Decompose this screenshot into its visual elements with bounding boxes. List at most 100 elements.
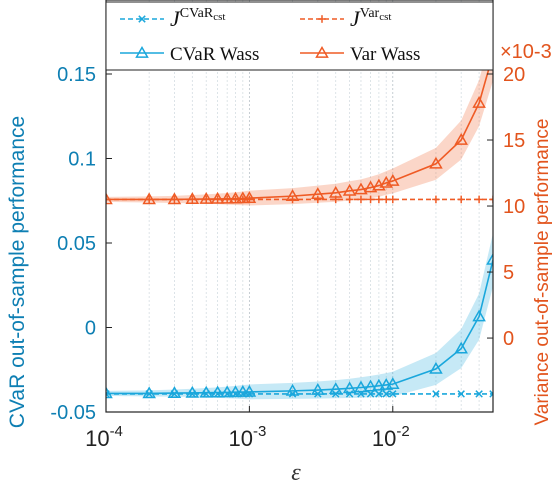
var_wass-point — [354, 182, 368, 195]
right-axis-exponent: ×10-3 — [500, 41, 552, 63]
cvar_wass-point — [106, 386, 113, 399]
var_cst-point — [475, 195, 483, 204]
var_cst-point — [288, 195, 297, 204]
cvar_cst-point — [213, 390, 222, 398]
y-tick-label-left: 0 — [85, 318, 96, 340]
x-axis-label: ε — [291, 460, 301, 486]
cvar_cst-point-stroke — [475, 390, 483, 398]
cvar_wass-point — [285, 383, 300, 396]
var_cst-point — [170, 195, 179, 204]
legend-entry-var_cst: JVarcst — [300, 6, 391, 31]
cvar_cst-point-stroke — [288, 390, 297, 398]
y-tick-label-right: 0 — [503, 328, 514, 350]
cvar_cst-point — [489, 390, 493, 398]
cvar_wass-point — [385, 377, 400, 389]
cvar_cst-point — [239, 390, 247, 398]
var_wass-line — [106, 53, 493, 201]
axes: 10-4 10-3 10-2 -0.05 0 0.05 0.1 0.15 0 5 10 15 20 — [50, 64, 525, 451]
cvar_cst-point-stroke — [489, 392, 493, 398]
legend-swatch-marker — [138, 15, 146, 23]
cvar_cst-point — [375, 390, 383, 398]
var_wass-point — [363, 180, 378, 193]
cvar_cst-point — [245, 390, 254, 398]
series-markers — [106, 47, 493, 399]
cvar_wass-point — [429, 361, 443, 374]
var_cst-point — [188, 195, 197, 204]
cvar_cst-point-stroke — [231, 390, 240, 398]
cvar_cst-point-stroke — [345, 390, 354, 398]
x-tick-label: 10-2 — [372, 423, 410, 451]
legend-label: JVarcst — [350, 6, 391, 31]
legend-swatch-marker — [315, 45, 329, 58]
cvar_cst-point — [432, 390, 440, 398]
var_wass-point — [472, 96, 486, 108]
legend-swatch-marker — [318, 15, 326, 23]
var_cst-point — [202, 195, 211, 204]
cvar_wass-point — [454, 341, 468, 354]
x-tick-exponent: -3 — [253, 423, 266, 440]
legend-label-sub: cst — [213, 11, 225, 23]
cvar_cst-point — [331, 390, 340, 398]
var_cst-point — [457, 195, 465, 204]
legend-entry-var_wass: Var Wass — [300, 44, 420, 65]
cvar_cst-point-stroke — [145, 390, 153, 398]
cvar_cst-point-stroke — [489, 390, 493, 395]
cvar_cst-point — [382, 390, 390, 398]
legend-label: CVaR Wass — [170, 44, 259, 65]
legend-label: Var Wass — [350, 44, 420, 65]
cvar_cst-point — [345, 390, 354, 398]
cvar_cst-point-stroke — [432, 390, 440, 398]
cvar_wass-point — [472, 309, 486, 322]
var_wass-point — [185, 192, 200, 205]
var_cst-point — [231, 195, 240, 204]
legend-label-sup: CVaR — [180, 6, 214, 21]
x-tick-label: 10-4 — [85, 423, 123, 451]
cvar_wass-line — [106, 259, 493, 395]
var_cst-point — [375, 195, 383, 204]
cvar_wass-point — [142, 386, 156, 399]
legend-entry-cvar_cst: JCVaRcst — [120, 6, 225, 31]
y-tick-label-right: 10 — [503, 196, 525, 218]
cvar_cst-point-stroke — [457, 390, 465, 398]
y-tick-label-right: 15 — [503, 130, 525, 152]
var_wass-point — [385, 173, 400, 186]
y-tick-label-left: 0.05 — [57, 233, 96, 255]
cvar_cst-point — [288, 390, 297, 398]
cvar_cst-point-stroke — [314, 390, 322, 398]
cvar_cst-point-stroke — [106, 390, 110, 395]
confidence-bands — [106, 27, 493, 400]
legend-label-sub: cst — [379, 11, 391, 23]
var_wass-point — [342, 183, 357, 196]
var_cst-point — [366, 195, 375, 204]
y-axis-label-left: CVaR out-of-sample performance — [6, 116, 29, 428]
cvar_cst-point — [145, 390, 153, 398]
cvar_cst-point — [202, 390, 210, 398]
y-tick-label-left: 0.15 — [57, 64, 96, 86]
cvar_wass-band — [106, 233, 493, 400]
cvar_cst-point — [389, 390, 397, 398]
cvar_cst-point-stroke — [357, 390, 365, 398]
legend-label-base: J — [170, 6, 181, 31]
cvar_wass-point — [363, 379, 378, 392]
var_cst-point — [106, 195, 110, 204]
cvar_cst-point-stroke — [170, 390, 179, 398]
y-tick-label-left: 0.1 — [68, 149, 96, 171]
cvar_cst-point — [223, 390, 231, 398]
var_cst-point — [314, 195, 322, 204]
legend-entry-cvar_wass: CVaR Wass — [120, 44, 259, 65]
var_wass-point — [429, 156, 443, 169]
cvar_cst-point — [357, 390, 365, 398]
var_wass-point — [454, 133, 468, 145]
var_cst-point — [245, 195, 254, 204]
cvar_cst-point — [475, 390, 483, 398]
var_cst-point — [223, 195, 231, 204]
cvar_cst-point-stroke — [389, 390, 397, 398]
y-axis-label-right: Variance out-of-sample performance — [532, 119, 553, 426]
var_cst-point — [145, 195, 153, 204]
legend-box — [105, 1, 494, 71]
series-lines — [106, 53, 493, 395]
legend-label-sup: Var — [360, 6, 380, 21]
cvar_cst-point-stroke — [245, 390, 254, 398]
cvar_cst-point-stroke — [366, 390, 375, 398]
